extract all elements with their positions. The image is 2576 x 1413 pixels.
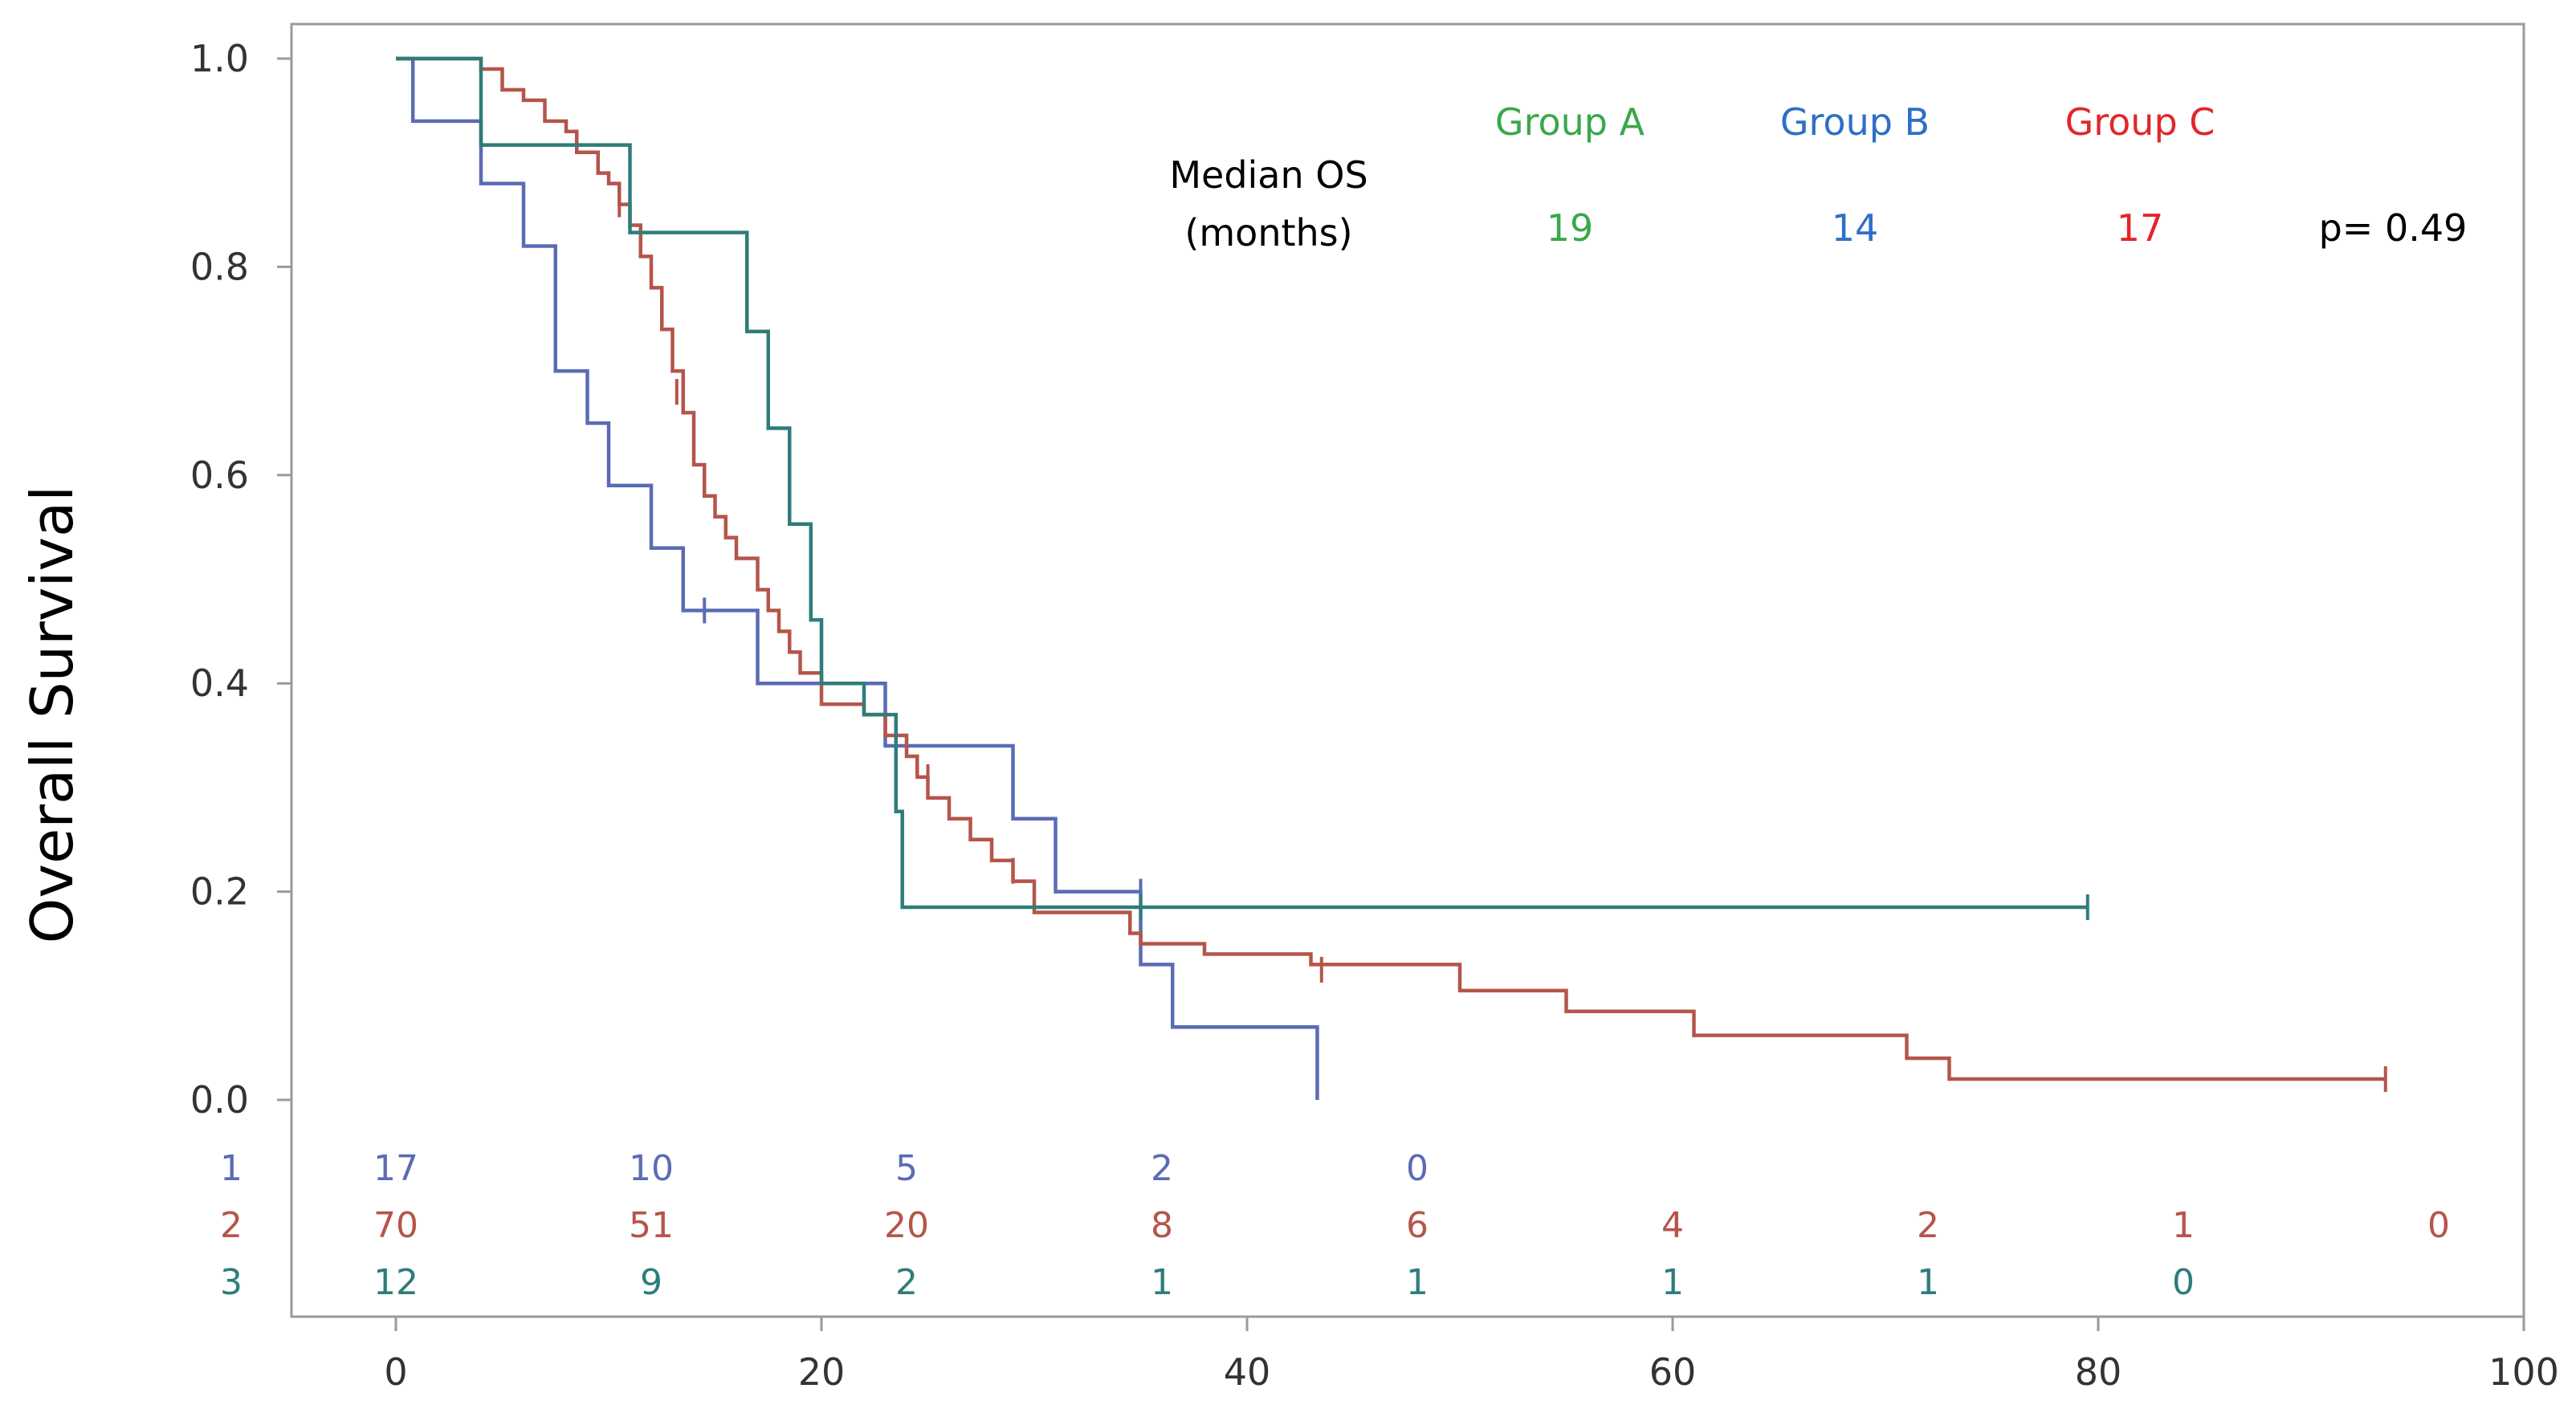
x-tick-label: 100 (2488, 1350, 2559, 1394)
risk-count: 9 (640, 1262, 662, 1303)
risk-count: 17 (373, 1148, 418, 1189)
y-tick-labels: 0.0 0.2 0.4 0.6 0.8 1.0 (190, 37, 249, 1122)
risk-count: 70 (373, 1205, 418, 1246)
median-label-line2: (months) (1184, 211, 1352, 255)
risk-row-label: 2 (220, 1205, 243, 1246)
group-c-label: Group C (2065, 100, 2215, 144)
risk-count: 2 (895, 1262, 918, 1303)
x-tick-label: 60 (1649, 1350, 1697, 1394)
x-tick-label: 80 (2075, 1350, 2122, 1394)
risk-row-label: 3 (220, 1262, 243, 1303)
survival-curve-group-2 (396, 56, 2386, 1081)
x-tick-label: 0 (384, 1350, 407, 1394)
risk-count: 0 (2172, 1262, 2195, 1303)
group-a-median: 19 (1547, 206, 1594, 250)
risk-count: 1 (1661, 1262, 1684, 1303)
y-tick-label: 0.0 (190, 1078, 249, 1122)
risk-count: 5 (895, 1148, 918, 1189)
risk-count: 1 (2172, 1205, 2195, 1246)
survival-curve-group-3 (396, 56, 2088, 910)
y-axis-label: Overall Survival (18, 486, 86, 943)
risk-count: 20 (884, 1205, 929, 1246)
risk-count: 6 (1406, 1205, 1429, 1246)
y-tick-label: 0.8 (190, 245, 249, 288)
risk-count: 10 (629, 1148, 674, 1189)
risk-count: 12 (373, 1262, 418, 1303)
group-c-median: 17 (2117, 206, 2164, 250)
median-annotation: Median OS (months) Group A Group B Group… (1169, 100, 2467, 255)
risk-table: 1 17 10 5 2 02 70 51 20 8 6 4 2 1 03 12 9 2 1 1 1 1 0 (220, 1148, 2450, 1303)
series-layer (396, 56, 2387, 1100)
risk-count: 2 (1151, 1148, 1173, 1189)
x-tick-label: 40 (1224, 1350, 1271, 1394)
group-a-label: Group A (1495, 100, 1645, 144)
survival-curve-group-1 (396, 56, 1319, 1100)
risk-count: 51 (629, 1205, 674, 1246)
y-tick-label: 0.2 (190, 870, 249, 914)
group-b-label: Group B (1780, 100, 1930, 144)
x-tick-label: 20 (798, 1350, 846, 1394)
x-tick-labels: 0 20 40 60 80 100 (384, 1350, 2559, 1394)
p-value: p= 0.49 (2319, 206, 2468, 250)
y-tick-label: 1.0 (190, 37, 249, 80)
risk-count: 0 (1406, 1148, 1429, 1189)
risk-count: 2 (1917, 1205, 1939, 1246)
risk-count: 1 (1917, 1262, 1939, 1303)
risk-count: 0 (2427, 1205, 2450, 1246)
y-tick-label: 0.4 (190, 662, 249, 705)
axis-ticks (277, 57, 2525, 1331)
risk-count: 8 (1151, 1205, 1173, 1246)
risk-count: 1 (1151, 1262, 1173, 1303)
risk-row-label: 1 (220, 1148, 243, 1189)
y-tick-label: 0.6 (190, 454, 249, 497)
group-b-median: 14 (1832, 206, 1879, 250)
plot-frame (290, 22, 2525, 1318)
median-label-line1: Median OS (1169, 153, 1367, 197)
risk-count: 1 (1406, 1262, 1429, 1303)
risk-count: 4 (1661, 1205, 1684, 1246)
